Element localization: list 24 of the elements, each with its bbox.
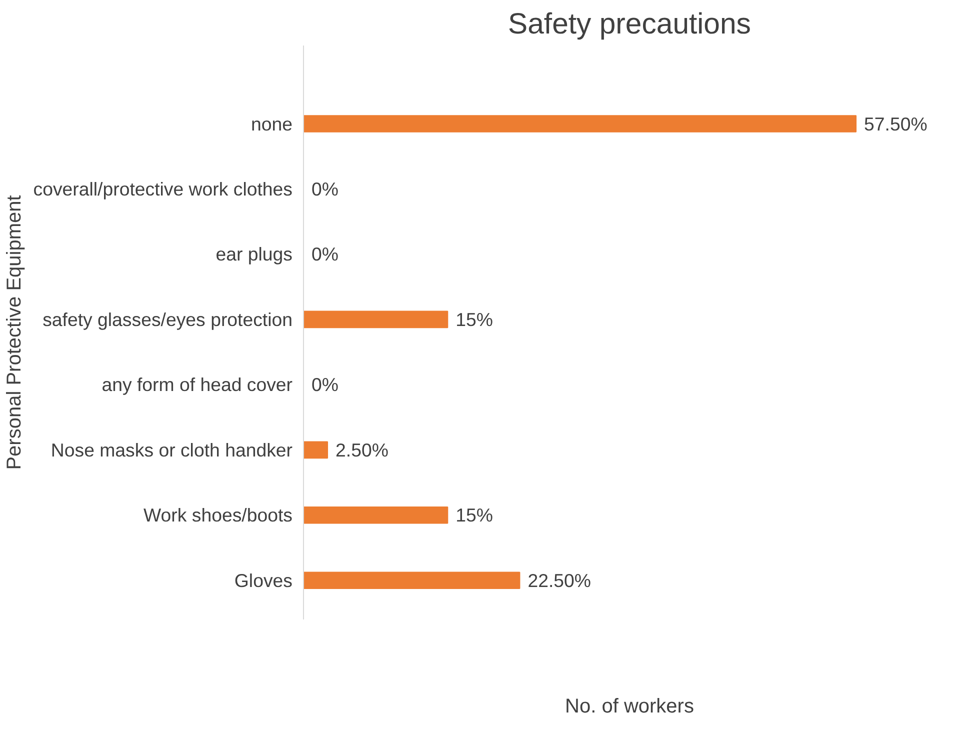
data-label: 0% bbox=[312, 374, 338, 396]
y-axis-title: Personal Protective Equipment bbox=[3, 194, 26, 470]
y-tick-label: any form of head cover bbox=[102, 374, 293, 396]
bar bbox=[304, 310, 448, 328]
bar bbox=[304, 115, 857, 132]
y-tick-label: safety glasses/eyes protection bbox=[42, 308, 293, 330]
y-tick-label: Work shoes/boots bbox=[144, 504, 293, 526]
y-tick-label: coverall/protective work clothes bbox=[33, 178, 293, 200]
data-label: 0% bbox=[312, 244, 338, 265]
data-label: 0% bbox=[312, 178, 338, 200]
bar bbox=[304, 506, 448, 524]
bar bbox=[304, 441, 328, 459]
data-label: 57.50% bbox=[864, 113, 928, 134]
bar bbox=[304, 572, 520, 590]
y-tick-label: none bbox=[250, 113, 293, 134]
x-axis-title: No. of workers bbox=[565, 696, 694, 718]
chart-title: Safety precautions bbox=[508, 8, 751, 40]
y-tick-label: Gloves bbox=[234, 570, 293, 591]
data-label: 15% bbox=[456, 504, 493, 526]
y-tick-label: Nose masks or cloth handker bbox=[50, 439, 293, 460]
y-tick-label: ear plugs bbox=[216, 244, 293, 265]
data-label: 2.50% bbox=[336, 439, 388, 460]
data-label: 22.50% bbox=[528, 570, 591, 591]
data-label: 15% bbox=[456, 308, 493, 330]
